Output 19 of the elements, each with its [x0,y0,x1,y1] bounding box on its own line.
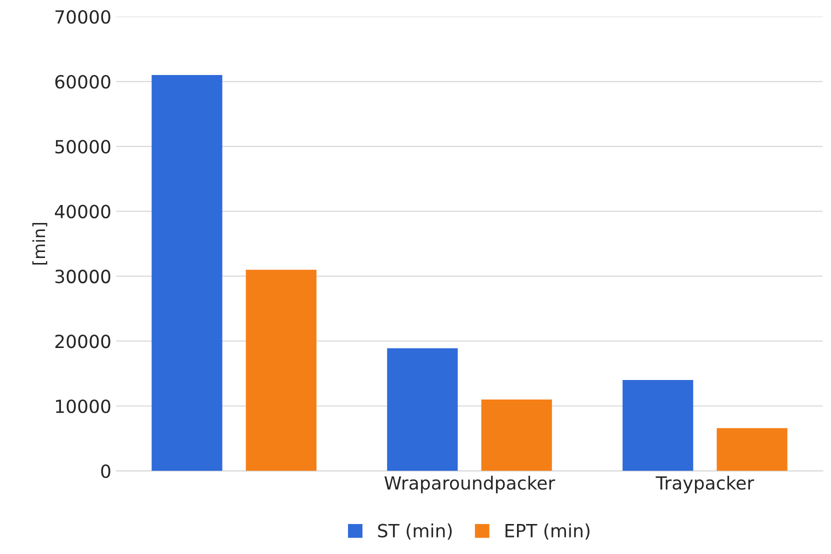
legend-label: ST (min) [378,523,452,540]
y-tick-label: 0 [101,464,110,478]
bar [152,75,222,471]
x-tick-label: Traypacker [656,476,754,494]
x-tick-label: Wraparoundpacker [384,476,556,494]
y-tick-label: 60000 [55,74,110,89]
y-axis-title: [min] [32,222,48,265]
bar [387,348,458,471]
bar [246,270,316,471]
bar [716,428,788,471]
bar [481,400,552,471]
y-tick-label: 40000 [54,204,110,218]
legend-label: EPT (min) [506,523,590,540]
y-tick-label: 20000 [55,334,110,348]
y-tick-label: 30000 [55,270,110,284]
y-tick-label: 70000 [56,10,110,24]
y-tick-label: 50000 [55,140,110,154]
bar [622,380,694,471]
y-tick-label: 10000 [56,399,110,414]
